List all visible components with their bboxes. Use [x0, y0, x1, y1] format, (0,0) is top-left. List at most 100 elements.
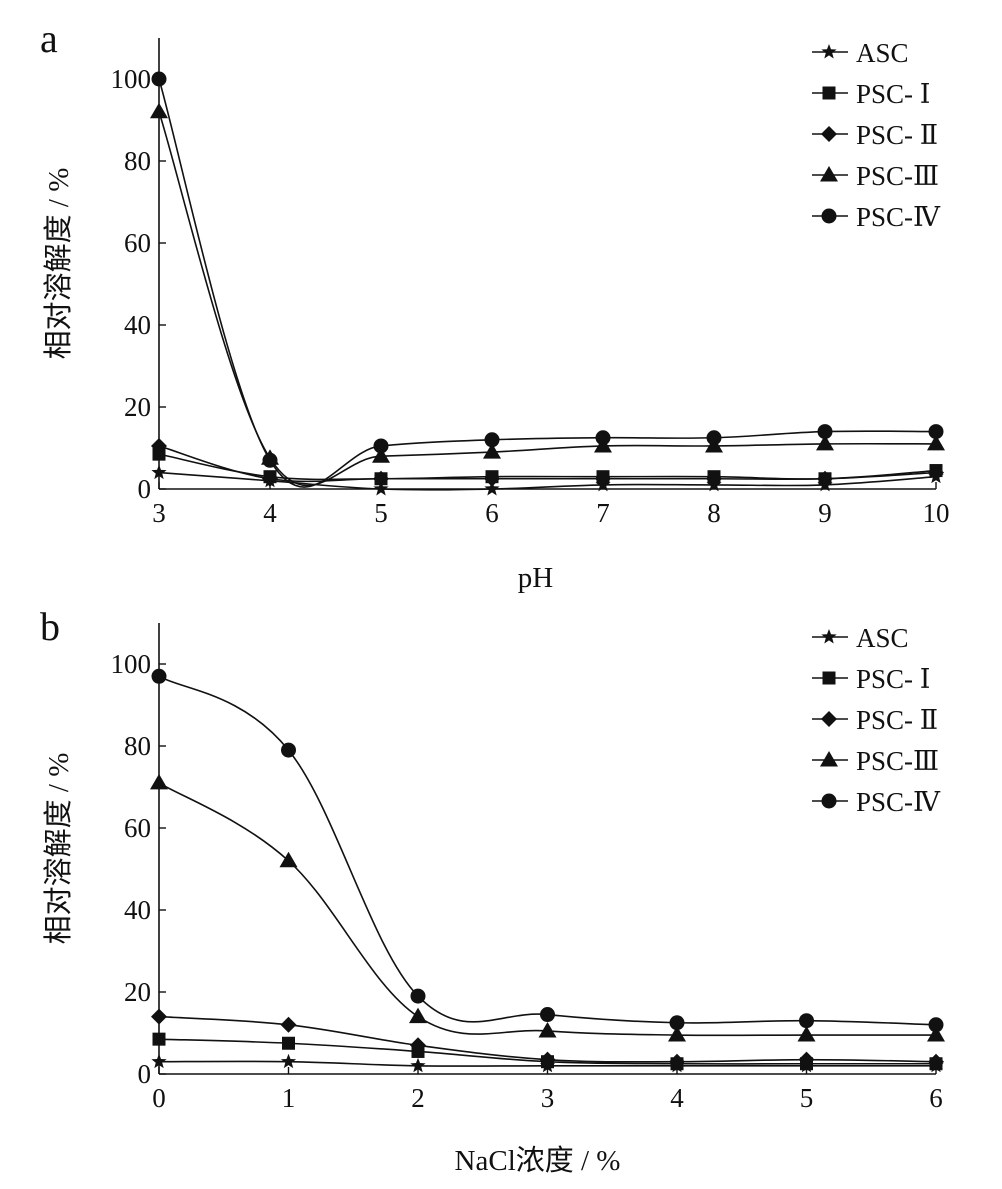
data-point: [669, 1015, 685, 1031]
data-point: [539, 1051, 556, 1068]
data-point: [797, 1026, 816, 1042]
data-point: [817, 424, 833, 440]
data-point: [669, 1053, 685, 1070]
y-tick-label: 100: [111, 64, 152, 94]
y-tick-label: 20: [124, 392, 151, 422]
legend-label: PSC-Ⅳ: [856, 787, 941, 817]
series-psc: [151, 1008, 944, 1070]
legend-marker-square: [822, 671, 836, 685]
data-point: [279, 851, 298, 868]
data-point: [151, 437, 167, 454]
legend-marker-triangle: [820, 751, 838, 767]
data-point: [150, 102, 168, 119]
data-point: [280, 1016, 297, 1033]
x-tick-label: 2: [411, 1083, 425, 1113]
data-point: [373, 481, 389, 496]
data-point: [151, 464, 167, 480]
data-point: [595, 430, 611, 446]
data-point: [372, 447, 390, 463]
y-tick-label: 0: [138, 474, 152, 504]
data-point: [799, 1013, 814, 1029]
legend-label: PSC-Ⅲ: [856, 746, 939, 776]
legend-item: PSC-Ⅲ: [812, 746, 939, 776]
x-tick-label: 9: [818, 498, 832, 528]
x-tick-label: 0: [152, 1083, 166, 1113]
legend-marker-diamond: [821, 126, 837, 142]
data-point: [816, 434, 834, 451]
x-tick-label: 3: [541, 1083, 555, 1113]
data-point: [928, 1053, 944, 1070]
legend-marker-circle: [821, 793, 837, 809]
data-point: [152, 447, 166, 461]
data-point: [484, 470, 500, 487]
legend-marker-triangle: [820, 166, 838, 182]
series-psc: [151, 437, 944, 487]
data-point: [538, 1021, 557, 1038]
panel-letter: a: [40, 16, 58, 61]
data-point: [373, 470, 389, 487]
data-point: [798, 1051, 815, 1068]
legend-label: PSC- Ⅱ: [856, 120, 938, 150]
y-tick-label: 80: [124, 146, 151, 176]
data-point: [151, 1053, 167, 1069]
series-psc: [150, 773, 945, 1042]
legend-marker-star: [821, 44, 837, 59]
data-point: [282, 1036, 295, 1050]
x-tick-label: 8: [707, 498, 721, 528]
x-tick-label: 4: [670, 1083, 684, 1113]
legend-marker-circle: [821, 208, 837, 224]
legend-marker-star: [821, 629, 837, 644]
legend-label: ASC: [856, 623, 909, 653]
legend-label: ASC: [856, 38, 909, 68]
legend-item: PSC- Ⅰ: [812, 664, 930, 694]
data-point: [281, 742, 296, 758]
legend-marker-diamond: [821, 711, 837, 727]
data-point: [927, 1026, 945, 1042]
data-point: [262, 470, 278, 487]
series-line: [158, 782, 936, 1037]
data-point: [484, 432, 500, 448]
x-tick-label: 6: [929, 1083, 943, 1113]
y-tick-label: 40: [124, 895, 151, 925]
y-tick-label: 40: [124, 310, 151, 340]
y-tick-label: 0: [138, 1059, 152, 1089]
legend: ASC PSC- Ⅰ PSC- Ⅱ PSC-Ⅲ PSC-Ⅳ: [812, 38, 941, 232]
data-point: [152, 1032, 166, 1046]
data-point: [668, 1026, 686, 1042]
x-tick-label: 1: [282, 1083, 296, 1113]
data-point: [409, 1007, 427, 1024]
data-point: [373, 438, 389, 454]
x-tick-label: 4: [263, 498, 277, 528]
data-point: [262, 452, 278, 468]
x-tick-label: 6: [485, 498, 499, 528]
series-line: [158, 78, 937, 488]
legend-item: PSC-Ⅲ: [812, 161, 939, 191]
legend-label: PSC-Ⅳ: [856, 202, 941, 232]
legend-item: ASC: [812, 623, 909, 653]
data-point: [927, 434, 945, 451]
data-point: [150, 773, 168, 790]
x-axis-label: pH: [518, 562, 554, 594]
data-point: [280, 1053, 297, 1069]
x-axis-label: NaCl浓度 / %: [455, 1144, 621, 1177]
data-point: [410, 1037, 426, 1054]
legend-label: PSC-Ⅲ: [856, 161, 939, 191]
legend-label: PSC- Ⅱ: [856, 705, 938, 735]
y-axis-label: 相对溶解度 / %: [42, 753, 75, 945]
legend-item: ASC: [812, 38, 909, 68]
data-point: [151, 71, 167, 87]
data-point: [151, 668, 167, 684]
legend-marker-square: [822, 86, 836, 100]
data-point: [484, 481, 500, 496]
y-tick-label: 80: [124, 731, 151, 761]
data-point: [706, 430, 722, 446]
y-tick-label: 60: [124, 228, 151, 258]
y-axis-label: 相对溶解度 / %: [42, 168, 75, 360]
data-point: [151, 1008, 167, 1025]
data-point: [928, 424, 944, 440]
legend-item: PSC- Ⅰ: [812, 79, 930, 109]
data-point: [928, 1017, 944, 1033]
